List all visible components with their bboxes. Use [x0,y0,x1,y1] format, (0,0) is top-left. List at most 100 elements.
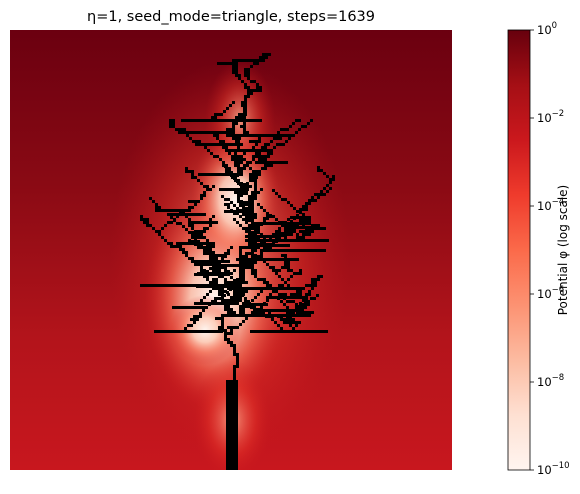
cluster-cell [220,113,223,116]
cluster-cell [284,287,287,290]
cluster-cell [296,293,299,296]
cluster-cell [281,254,284,257]
cluster-cell [218,317,221,320]
cluster-cell [296,290,299,293]
cluster-cell [220,131,223,134]
cluster-cell [311,311,314,314]
cluster-cell [298,309,301,312]
cluster-cell [272,235,275,238]
cluster-cell [232,428,235,431]
cluster-cell [255,140,258,143]
cluster-cell [233,371,236,374]
cluster-cell [232,285,235,288]
cluster-cell [308,219,311,222]
cluster-cell [226,386,229,389]
cluster-cell [299,249,302,252]
cluster-cell [311,230,314,233]
cluster-cell [293,293,296,296]
cluster-cell [224,255,227,258]
cluster-cell [179,248,182,251]
cluster-cell [283,128,286,131]
cluster-cell [275,249,278,252]
cluster-cell [208,119,211,122]
cluster-cell [298,330,301,333]
cluster-cell [305,314,308,317]
cluster-cell [197,236,200,239]
cluster-cell [305,311,308,314]
cluster-cell [229,389,232,392]
cluster-cell [203,246,206,249]
cluster-cell [244,119,247,122]
cluster-cell [251,207,254,210]
cluster-cell [214,297,217,300]
cluster-cell [293,272,296,275]
cluster-cell [226,443,229,446]
cluster-cell [239,299,242,302]
cluster-cell [259,59,262,62]
cluster-cell [275,290,278,293]
cluster-cell [140,218,143,221]
cluster-cell [239,249,242,252]
cluster-cell [236,353,239,356]
cluster-cell [247,77,250,80]
cluster-cell [244,95,247,98]
cluster-cell [188,213,191,216]
cluster-cell [230,311,233,314]
cluster-cell [146,221,149,224]
cluster-cell [329,187,332,190]
cluster-cell [269,266,272,269]
cluster-cell [272,215,275,218]
cluster-cell [188,206,191,209]
cluster-cell [226,422,229,425]
cluster-cell [191,227,194,230]
cluster-cell [290,296,293,299]
cluster-cell [242,290,245,293]
cluster-cell [212,245,215,248]
cluster-cell [254,240,257,243]
cluster-cell [239,285,242,288]
cluster-cell [280,300,283,303]
cluster-cell [169,119,172,122]
cluster-cell [152,227,155,230]
cluster-cell [230,332,233,335]
cluster-cell [238,119,241,122]
cluster-cell [284,293,287,296]
cluster-cell [233,380,236,383]
cluster-cell [227,332,230,335]
cluster-cell [304,306,307,309]
cluster-cell [251,235,254,238]
cluster-cell [206,185,209,188]
cluster-cell [179,284,182,287]
cluster-cell [220,62,223,65]
cluster-cell [229,401,232,404]
cluster-cell [283,318,286,321]
cluster-cell [271,309,274,312]
cluster-cell [169,122,172,125]
cluster-cell [254,269,257,272]
cluster-cell [249,149,252,152]
cluster-cell [242,273,245,276]
cluster-cell [240,191,243,194]
cluster-cell [246,188,249,191]
cluster-cell [283,297,286,300]
cluster-cell [320,190,323,193]
cluster-cell [295,303,298,306]
cluster-cell [224,305,227,308]
cluster-cell [265,134,268,137]
cluster-cell [235,74,238,77]
cluster-cell [188,218,191,221]
cluster-cell [296,258,299,261]
cluster-cell [287,233,290,236]
cluster-cell [263,209,266,212]
cluster-cell [310,330,313,333]
cluster-cell [243,158,246,161]
cluster-cell [249,173,252,176]
cluster-cell [237,164,240,167]
cluster-cell [233,279,236,282]
cluster-cell [217,285,220,288]
cluster-cell [214,113,217,116]
cluster-cell [265,303,268,306]
cluster-cell [274,321,277,324]
cluster-cell [247,95,250,98]
cluster-cell [283,330,286,333]
